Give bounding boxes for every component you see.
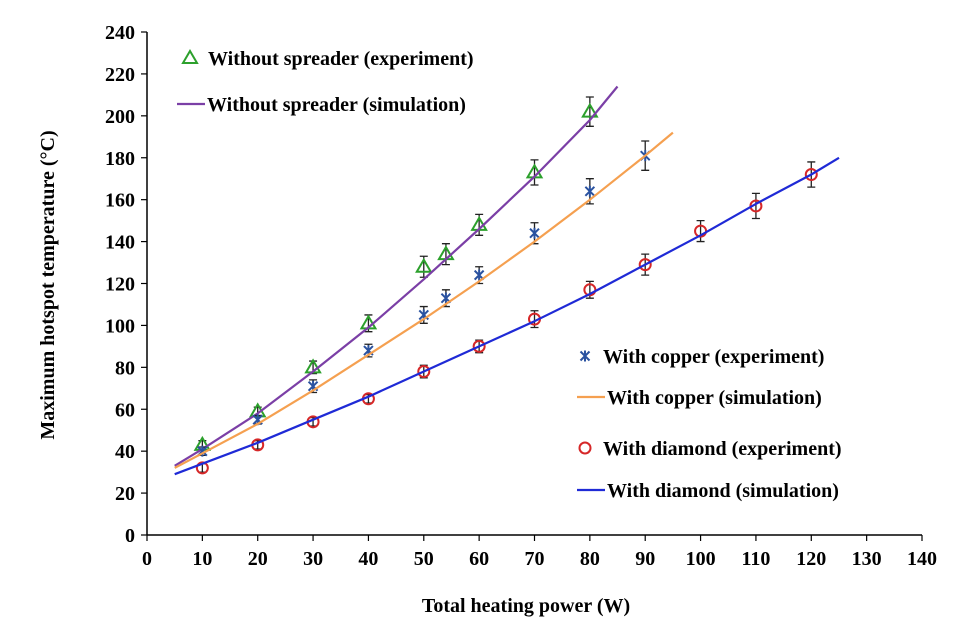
- y-tick-label: 160: [105, 190, 135, 212]
- y-axis-label: Maximum hotspot temperature (°C): [37, 130, 59, 439]
- legend-label: With copper (experiment): [603, 346, 824, 368]
- data-point: [638, 258, 652, 272]
- x-tick-label: 30: [303, 548, 323, 570]
- data-point: [417, 365, 431, 379]
- x-tick-label: 120: [796, 548, 826, 570]
- x-tick-label: 110: [741, 548, 770, 570]
- x-tick-label: 70: [525, 548, 545, 570]
- y-tick-label: 220: [105, 64, 135, 86]
- x-tick-label: 20: [248, 548, 268, 570]
- x-tick-label: 90: [635, 548, 655, 570]
- legend-swatch: [181, 49, 199, 64]
- x-tick-label: 40: [358, 548, 378, 570]
- y-tick-label: 200: [105, 106, 135, 128]
- x-ticks: 0 10 20 30 40 50 60 70 80 90 100 110 120 130 140: [142, 535, 937, 570]
- x-tick-label: 10: [192, 548, 212, 570]
- y-ticks: 0 20 40 60 80 100 120 140 160 180 200 220 240: [105, 22, 147, 547]
- x-tick-label: 60: [469, 548, 489, 570]
- x-tick-label: 50: [414, 548, 434, 570]
- y-tick-label: 100: [105, 315, 135, 337]
- y-tick-label: 40: [115, 441, 135, 463]
- data-point: [529, 227, 540, 239]
- legend-item: With copper (experiment): [579, 346, 824, 368]
- x-tick-label: 80: [580, 548, 600, 570]
- legend-item: Without spreader (experiment): [181, 48, 474, 70]
- series-5: [174, 156, 840, 476]
- series-layer: [174, 85, 840, 476]
- y-tick-label: 0: [125, 525, 135, 547]
- x-tick-label: 100: [686, 548, 716, 570]
- legend-label: With diamond (experiment): [603, 438, 842, 460]
- data-point: [472, 339, 486, 353]
- data-point: [415, 257, 433, 273]
- legend-item: With diamond (experiment): [578, 438, 842, 460]
- series-line: [174, 85, 619, 467]
- series-4: [195, 161, 818, 475]
- series-3: [174, 131, 674, 469]
- legend-label: Without spreader (simulation): [207, 94, 466, 116]
- y-tick-label: 240: [105, 22, 135, 44]
- series-line: [174, 156, 840, 476]
- legend-item: Without spreader (simulation): [177, 94, 466, 116]
- legend-label: Without spreader (experiment): [208, 48, 474, 70]
- error-bar: [751, 192, 760, 220]
- legend-label: With diamond (simulation): [607, 480, 839, 502]
- data-point: [804, 168, 818, 182]
- series-1: [174, 85, 619, 467]
- series-line: [174, 131, 674, 469]
- data-point: [583, 283, 597, 297]
- y-tick-label: 80: [115, 357, 135, 379]
- error-bar: [696, 219, 705, 243]
- x-tick-label: 0: [142, 548, 152, 570]
- data-point: [581, 102, 599, 118]
- data-point: [584, 185, 596, 197]
- legend-swatch: [579, 350, 591, 362]
- legend-item: With diamond (simulation): [577, 480, 839, 502]
- y-tick-label: 60: [115, 399, 135, 421]
- data-point: [195, 461, 209, 475]
- y-tick-label: 180: [105, 148, 135, 170]
- y-tick-label: 20: [115, 483, 135, 505]
- legend-label: With copper (simulation): [607, 387, 822, 409]
- y-tick-label: 140: [105, 232, 135, 254]
- x-tick-label: 140: [907, 548, 937, 570]
- legend: Without spreader (experiment) Without spr…: [177, 48, 842, 502]
- legend-swatch: [578, 441, 592, 455]
- x-axis-label: Total heating power (W): [422, 595, 630, 617]
- series-0: [193, 96, 599, 451]
- x-tick-label: 130: [852, 548, 882, 570]
- legend-item: With copper (simulation): [577, 387, 822, 409]
- y-tick-label: 120: [105, 274, 135, 296]
